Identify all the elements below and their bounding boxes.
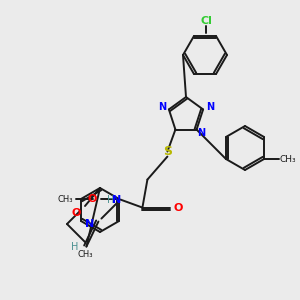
Text: H: H — [107, 195, 114, 205]
Text: S: S — [163, 145, 172, 158]
Text: N: N — [206, 102, 214, 112]
Text: N: N — [197, 128, 206, 138]
Text: O: O — [174, 202, 183, 213]
Text: N: N — [85, 219, 94, 229]
Text: CH₃: CH₃ — [58, 194, 73, 203]
Text: Cl: Cl — [200, 16, 212, 26]
Text: CH₃: CH₃ — [279, 154, 296, 164]
Text: N: N — [158, 102, 166, 112]
Text: H: H — [71, 242, 78, 252]
Text: O: O — [72, 208, 81, 218]
Text: CH₃: CH₃ — [77, 250, 93, 259]
Text: N: N — [112, 195, 122, 205]
Text: O: O — [88, 194, 97, 204]
